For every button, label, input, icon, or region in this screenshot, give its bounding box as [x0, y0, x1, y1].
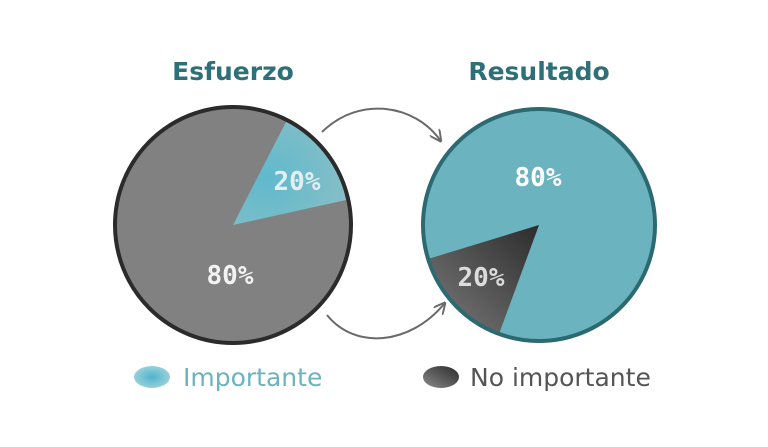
pie-esfuerzo: 20% 80%	[113, 105, 353, 345]
chart-title-resultado: Resultado	[468, 57, 609, 86]
data-label-esfuerzo-importante: 20%	[274, 167, 321, 197]
slice-esfuerzo-importante	[233, 120, 346, 225]
arrow-bottom	[326, 304, 444, 340]
chart-title-esfuerzo: Esfuerzo	[172, 57, 294, 86]
data-label-resultado-importante: 80%	[515, 163, 562, 193]
data-label-esfuerzo-no-importante: 80%	[207, 261, 254, 291]
legend-swatch-importante	[134, 366, 170, 388]
pie-esfuerzo-outline	[113, 105, 353, 345]
legend: Importante No importante	[134, 363, 651, 392]
slice-resultado-no-importante	[428, 225, 539, 334]
arrow-top	[321, 107, 440, 140]
pie-resultado-outline	[421, 107, 657, 343]
pie-resultado: 80% 20%	[421, 107, 657, 343]
legend-label-no-importante: No importante	[470, 363, 651, 392]
data-label-resultado-no-importante: 20%	[458, 263, 505, 293]
legend-label-importante: Importante	[183, 363, 322, 392]
legend-swatch-no-importante	[423, 366, 459, 388]
